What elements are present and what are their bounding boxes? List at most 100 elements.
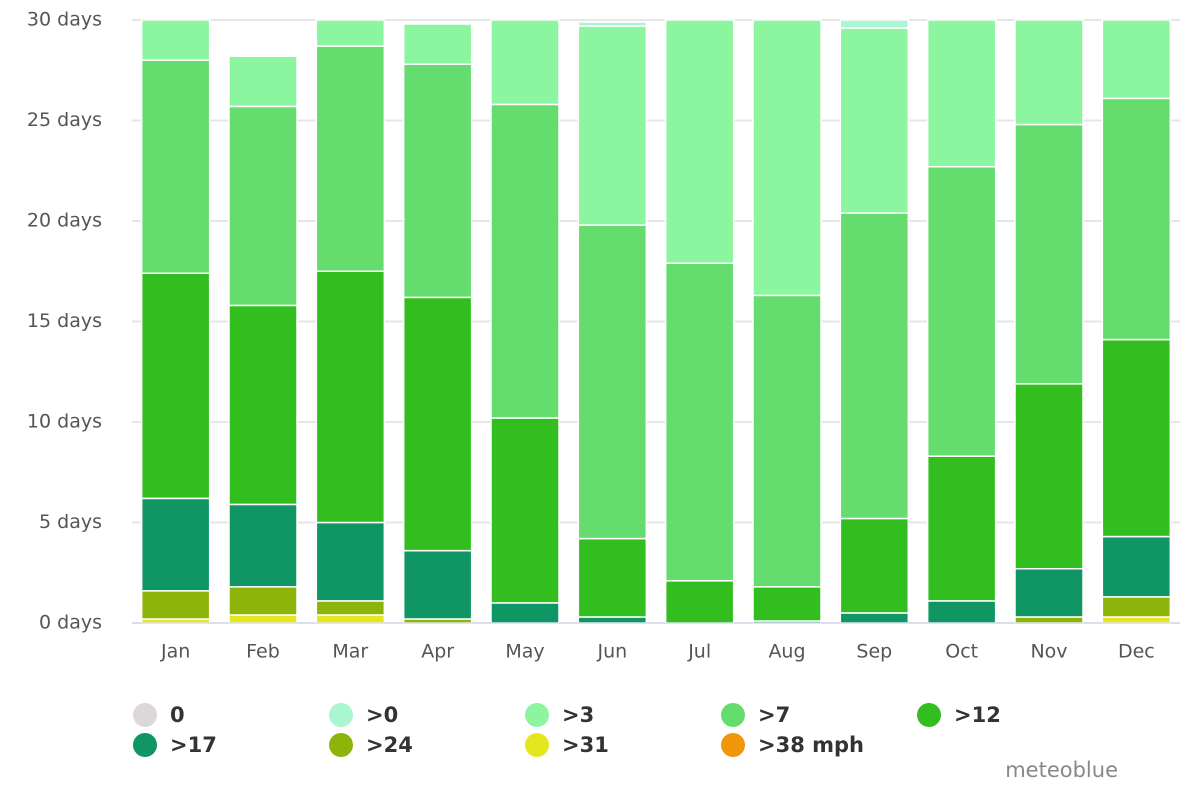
x-tick-label: Aug bbox=[768, 641, 805, 663]
bar-segment bbox=[577, 616, 648, 624]
x-tick-label: Jan bbox=[160, 641, 190, 663]
bar-segment bbox=[402, 296, 473, 552]
bar-segment bbox=[1101, 616, 1172, 624]
bar-segment bbox=[664, 262, 735, 582]
bar-segment bbox=[839, 19, 910, 29]
legend-marker bbox=[133, 733, 157, 757]
legend-label: >7 bbox=[758, 703, 790, 727]
x-tick-label: May bbox=[505, 641, 544, 663]
legend-marker bbox=[721, 703, 745, 727]
bar-segment bbox=[402, 549, 473, 620]
bar-segment bbox=[1101, 19, 1172, 100]
x-tick-label: Sep bbox=[856, 641, 892, 663]
bar-segment bbox=[228, 304, 298, 506]
bar-segment bbox=[402, 23, 473, 65]
bar-segment bbox=[1101, 535, 1172, 598]
x-tick-label: Jul bbox=[687, 641, 711, 663]
legend-label: >31 bbox=[562, 733, 609, 757]
bar-segment bbox=[315, 521, 386, 602]
bar-segment bbox=[140, 590, 211, 620]
bar-segment bbox=[752, 586, 822, 622]
legend-label: >3 bbox=[562, 703, 594, 727]
y-tick-label: 25 days bbox=[27, 109, 102, 131]
bar-segment bbox=[490, 417, 560, 604]
bar-segment bbox=[839, 212, 910, 520]
legend-label: >12 bbox=[954, 703, 1001, 727]
legend-item[interactable]: >24 bbox=[329, 733, 413, 757]
legend-item[interactable]: >0 bbox=[329, 703, 398, 727]
legend-item[interactable]: >17 bbox=[133, 733, 217, 757]
legend-label: 0 bbox=[170, 703, 185, 727]
legend-item[interactable]: >38 mph bbox=[721, 733, 864, 757]
bar-segment bbox=[228, 55, 298, 108]
legend-label: >38 mph bbox=[758, 733, 864, 757]
x-tick-label: Dec bbox=[1118, 641, 1155, 663]
bar-segment bbox=[839, 27, 910, 214]
bar-segment bbox=[1014, 383, 1084, 570]
legend-item[interactable]: >31 bbox=[525, 733, 609, 757]
bar-segment bbox=[926, 19, 997, 168]
bar-segment bbox=[752, 19, 822, 297]
bar-segment bbox=[1101, 596, 1172, 618]
bar-segment bbox=[664, 580, 735, 624]
bar-segment bbox=[577, 224, 648, 540]
legend-marker bbox=[329, 733, 353, 757]
legend: 0 >0 >3 >7 >12 >17 >24 >31 >38 mph bbox=[133, 703, 1001, 757]
y-tick-label: 5 days bbox=[39, 511, 102, 533]
credits: meteoblue bbox=[1005, 758, 1118, 782]
bar-segment bbox=[577, 25, 648, 226]
x-tick-label: Feb bbox=[246, 641, 280, 663]
x-tick-label: Jun bbox=[596, 641, 627, 663]
y-tick-label: 15 days bbox=[27, 310, 102, 332]
bar-segment bbox=[664, 19, 735, 264]
bar-segment bbox=[839, 517, 910, 614]
legend-marker bbox=[525, 733, 549, 757]
x-tick-label: Nov bbox=[1030, 641, 1067, 663]
bar-segment bbox=[1101, 97, 1172, 341]
legend-label: >17 bbox=[170, 733, 217, 757]
bar-segment bbox=[577, 537, 648, 618]
bar-segment bbox=[228, 614, 298, 624]
bar-segment bbox=[1014, 19, 1084, 126]
legend-marker bbox=[917, 703, 941, 727]
y-tick-label: 20 days bbox=[27, 210, 102, 232]
bar-segment bbox=[315, 270, 386, 524]
bar-segment bbox=[315, 19, 386, 47]
bar-segment bbox=[140, 272, 211, 500]
bar-segment bbox=[402, 63, 473, 299]
bar-segment bbox=[490, 602, 560, 624]
bar-segment bbox=[577, 21, 648, 27]
bar-segment bbox=[752, 294, 822, 588]
legend-item[interactable]: 0 bbox=[133, 703, 185, 727]
bar-segment bbox=[1014, 567, 1084, 618]
legend-marker bbox=[721, 733, 745, 757]
bar-segment bbox=[490, 103, 560, 419]
bar-segment bbox=[315, 45, 386, 272]
bar-segment bbox=[140, 19, 211, 61]
bar-segment bbox=[490, 19, 560, 106]
x-tick-label: Mar bbox=[332, 641, 368, 663]
y-tick-label: 10 days bbox=[27, 411, 102, 433]
legend-item[interactable]: >12 bbox=[917, 703, 1001, 727]
bar-segment bbox=[1101, 338, 1172, 538]
legend-marker bbox=[525, 703, 549, 727]
legend-item[interactable]: >7 bbox=[721, 703, 790, 727]
bar-segment bbox=[1014, 123, 1084, 385]
bar-segment bbox=[228, 105, 298, 307]
bar-segment bbox=[228, 503, 298, 588]
bar-segment bbox=[926, 600, 997, 624]
legend-marker bbox=[329, 703, 353, 727]
x-tick-label: Apr bbox=[421, 641, 454, 663]
bar-segment bbox=[926, 455, 997, 602]
y-tick-label: 30 days bbox=[27, 9, 102, 31]
legend-marker bbox=[133, 703, 157, 727]
bar-segment bbox=[315, 600, 386, 616]
bar-segment bbox=[140, 59, 211, 275]
legend-item[interactable]: >3 bbox=[525, 703, 594, 727]
bar-segment bbox=[228, 586, 298, 616]
bar-segment bbox=[315, 614, 386, 624]
bar-segment bbox=[1014, 616, 1084, 624]
bar-segment bbox=[839, 612, 910, 624]
legend-label: >0 bbox=[366, 703, 398, 727]
